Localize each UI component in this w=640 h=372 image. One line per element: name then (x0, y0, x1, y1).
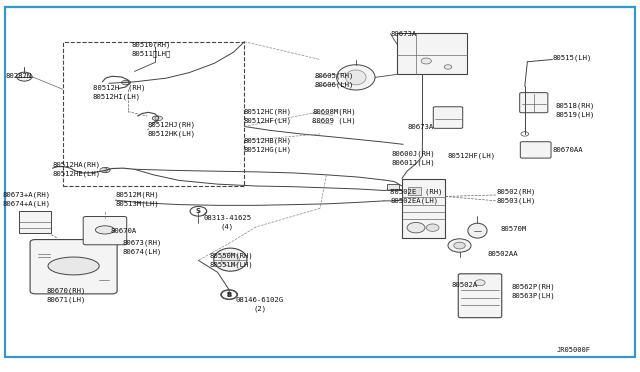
Text: 80512HA(RH): 80512HA(RH) (52, 161, 100, 168)
Text: 80511〈LH〉: 80511〈LH〉 (131, 50, 171, 57)
Text: 80518(RH): 80518(RH) (556, 102, 595, 109)
Text: 80512HC(RH): 80512HC(RH) (243, 108, 291, 115)
Circle shape (448, 239, 471, 252)
Circle shape (407, 222, 425, 233)
Circle shape (426, 224, 439, 231)
Text: B: B (227, 292, 232, 298)
Bar (387, 184, 399, 190)
Text: 80512HF(LH): 80512HF(LH) (448, 153, 496, 160)
Text: 80502AA: 80502AA (488, 251, 518, 257)
Text: 80670AA: 80670AA (553, 147, 584, 153)
Text: 80674(LH): 80674(LH) (123, 248, 163, 255)
Text: 80510(RH): 80510(RH) (131, 41, 171, 48)
Ellipse shape (468, 223, 487, 238)
Circle shape (100, 168, 108, 172)
Text: 80600J(RH): 80600J(RH) (392, 151, 435, 157)
Ellipse shape (214, 248, 247, 271)
Text: 80519(LH): 80519(LH) (556, 111, 595, 118)
Ellipse shape (95, 226, 115, 234)
Text: 80673(RH): 80673(RH) (123, 239, 163, 246)
Text: 80605(RH): 80605(RH) (315, 73, 355, 79)
Text: 80670A: 80670A (110, 228, 136, 234)
Text: 80515(LH): 80515(LH) (553, 55, 593, 61)
Bar (63, 42, 244, 186)
Text: 80502EA(LH): 80502EA(LH) (390, 198, 438, 204)
Bar (402, 179, 445, 238)
Text: 80674+A(LH): 80674+A(LH) (3, 201, 51, 207)
Circle shape (444, 65, 452, 69)
FancyBboxPatch shape (83, 217, 127, 245)
Text: JR05000F: JR05000F (557, 347, 591, 353)
Text: (2): (2) (253, 305, 267, 312)
Circle shape (221, 290, 237, 299)
Bar (397, 33, 467, 74)
FancyBboxPatch shape (458, 274, 502, 318)
Text: 80550M(RH): 80550M(RH) (210, 253, 253, 259)
Text: 80673A: 80673A (407, 124, 433, 130)
Text: 80512H  (RH): 80512H (RH) (93, 84, 145, 91)
Text: 80512HK(LH): 80512HK(LH) (147, 131, 195, 137)
Text: 80512HG(LH): 80512HG(LH) (243, 146, 291, 153)
Text: 80608M(RH): 80608M(RH) (312, 108, 356, 115)
Text: 8055lM(LH): 8055lM(LH) (210, 262, 253, 268)
Text: 80512M(RH): 80512M(RH) (115, 192, 159, 198)
Text: 80513M(LH): 80513M(LH) (115, 201, 159, 207)
Circle shape (155, 116, 163, 121)
Circle shape (123, 80, 131, 85)
Text: B: B (227, 292, 232, 297)
Circle shape (454, 242, 465, 249)
FancyBboxPatch shape (30, 240, 117, 294)
Text: S: S (196, 208, 201, 214)
Text: 80512HE(LH): 80512HE(LH) (52, 170, 100, 177)
Circle shape (17, 72, 32, 81)
Text: 80512HF(LH): 80512HF(LH) (243, 117, 291, 124)
Text: 80606(LH): 80606(LH) (315, 81, 355, 88)
Circle shape (101, 167, 110, 173)
Bar (19, 211, 51, 233)
Text: 08313-41625: 08313-41625 (204, 215, 252, 221)
Text: 80512HI(LH): 80512HI(LH) (93, 93, 141, 100)
Circle shape (221, 290, 237, 299)
Text: (4): (4) (220, 224, 234, 230)
Text: 80609 (LH): 80609 (LH) (312, 117, 356, 124)
FancyBboxPatch shape (520, 93, 548, 113)
Text: 80673A: 80673A (390, 31, 417, 37)
Text: 80502E  (RH): 80502E (RH) (390, 189, 443, 195)
Text: 80512HJ(RH): 80512HJ(RH) (147, 122, 195, 128)
Ellipse shape (221, 253, 239, 266)
Text: 80563P(LH): 80563P(LH) (512, 292, 556, 299)
Circle shape (421, 58, 431, 64)
Circle shape (152, 116, 160, 121)
FancyBboxPatch shape (520, 142, 551, 158)
Text: 80287N: 80287N (5, 73, 31, 79)
Text: 80502A: 80502A (452, 282, 478, 288)
Text: 80670(RH): 80670(RH) (46, 288, 86, 294)
Circle shape (190, 206, 207, 216)
Circle shape (122, 80, 129, 85)
Text: 80570M: 80570M (500, 226, 527, 232)
Text: 80502(RH): 80502(RH) (497, 189, 536, 195)
Ellipse shape (48, 257, 99, 275)
Ellipse shape (337, 65, 375, 90)
Text: 80673+A(RH): 80673+A(RH) (3, 192, 51, 198)
Text: 80503(LH): 80503(LH) (497, 198, 536, 204)
FancyBboxPatch shape (433, 107, 463, 128)
Circle shape (521, 132, 529, 136)
Text: 80562P(RH): 80562P(RH) (512, 283, 556, 290)
Text: 80512HB(RH): 80512HB(RH) (243, 137, 291, 144)
Bar (408, 187, 421, 195)
Ellipse shape (346, 70, 366, 85)
Text: 80601J(LH): 80601J(LH) (392, 160, 435, 166)
Circle shape (475, 280, 485, 286)
Text: 80671(LH): 80671(LH) (46, 296, 86, 303)
Text: 08146-6102G: 08146-6102G (236, 297, 284, 303)
